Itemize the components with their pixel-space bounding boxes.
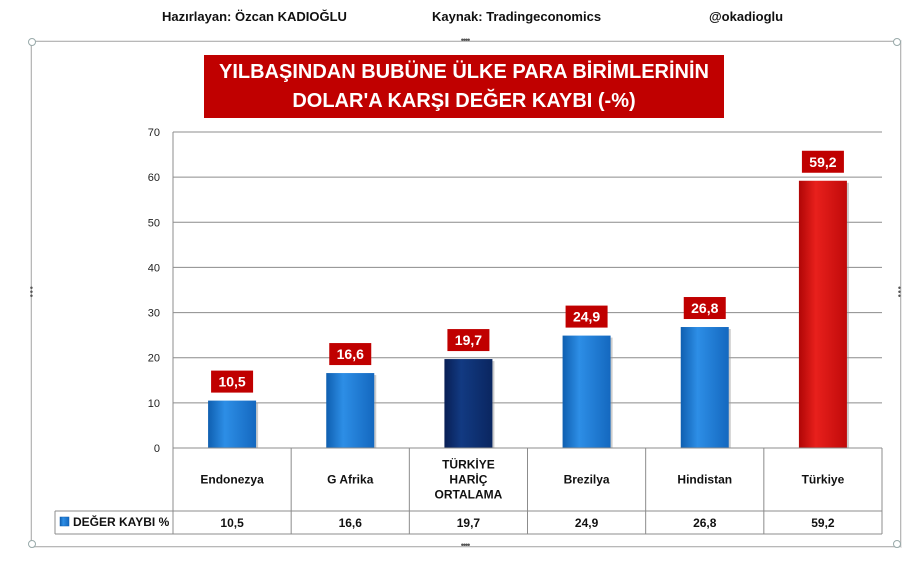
legend-series-name: DEĞER KAYBI % bbox=[73, 514, 170, 529]
y-tick-label: 50 bbox=[148, 217, 160, 229]
table-value: 19,7 bbox=[457, 516, 481, 530]
bar bbox=[798, 180, 847, 449]
resize-corner-bottom-left[interactable] bbox=[28, 540, 36, 548]
data-label-box bbox=[211, 370, 254, 393]
chart-frame[interactable] bbox=[31, 41, 901, 547]
bar bbox=[326, 373, 375, 448]
resize-handle-right[interactable]: • • • bbox=[897, 283, 902, 301]
resize-corner-bottom-right[interactable] bbox=[893, 540, 901, 548]
data-label: 26,8 bbox=[691, 300, 718, 316]
x-category-label: Endonezya bbox=[200, 473, 264, 487]
x-category-label: Türkiye bbox=[802, 473, 845, 487]
y-tick-label: 70 bbox=[148, 127, 160, 139]
y-tick-label: 60 bbox=[148, 172, 160, 184]
y-tick-label: 10 bbox=[148, 398, 160, 410]
data-label-box bbox=[565, 305, 608, 328]
resize-handle-top[interactable]: •••• bbox=[460, 35, 471, 45]
table-value: 24,9 bbox=[575, 516, 599, 530]
data-label: 19,7 bbox=[455, 332, 482, 348]
resize-corner-top-right[interactable] bbox=[893, 38, 901, 46]
data-label: 16,6 bbox=[337, 346, 364, 362]
bar bbox=[562, 335, 611, 448]
table-value: 16,6 bbox=[339, 516, 363, 530]
data-label: 59,2 bbox=[809, 154, 836, 170]
y-tick-label: 20 bbox=[148, 353, 160, 365]
table-value: 10,5 bbox=[220, 516, 244, 530]
bar bbox=[208, 400, 257, 448]
data-label-box bbox=[683, 297, 726, 320]
data-label: 10,5 bbox=[218, 374, 245, 390]
data-label-box bbox=[801, 150, 844, 173]
resize-handle-left[interactable]: • • • bbox=[29, 283, 34, 301]
y-tick-label: 30 bbox=[148, 308, 160, 320]
x-category-label: G Afrika bbox=[327, 473, 374, 487]
chart-title: YILBAŞINDAN BUBÜNE ÜLKE PARA BİRİMLERİNİ… bbox=[204, 55, 724, 118]
table-value: 59,2 bbox=[811, 516, 835, 530]
resize-corner-top-left[interactable] bbox=[28, 38, 36, 46]
prepared-by-text: Hazırlayan: Özcan KADIOĞLU bbox=[162, 9, 347, 24]
data-label: 24,9 bbox=[573, 309, 600, 325]
legend-key bbox=[59, 516, 70, 527]
source-text: Kaynak: Tradingeconomics bbox=[432, 9, 602, 24]
data-label-box bbox=[329, 343, 372, 366]
bar bbox=[680, 327, 729, 448]
y-tick-label: 40 bbox=[148, 262, 160, 274]
bar bbox=[444, 359, 493, 448]
y-tick-label: 0 bbox=[154, 443, 160, 455]
author-handle: @okadioglu bbox=[709, 9, 784, 24]
resize-handle-bottom[interactable]: •••• bbox=[460, 540, 471, 550]
data-label-box bbox=[447, 329, 490, 352]
x-category-label: Brezilya bbox=[564, 473, 610, 487]
x-category-label: TÜRKİYE HARİÇ ORTALAMA bbox=[435, 457, 503, 502]
table-value: 26,8 bbox=[693, 516, 717, 530]
x-category-label: Hindistan bbox=[677, 473, 732, 487]
